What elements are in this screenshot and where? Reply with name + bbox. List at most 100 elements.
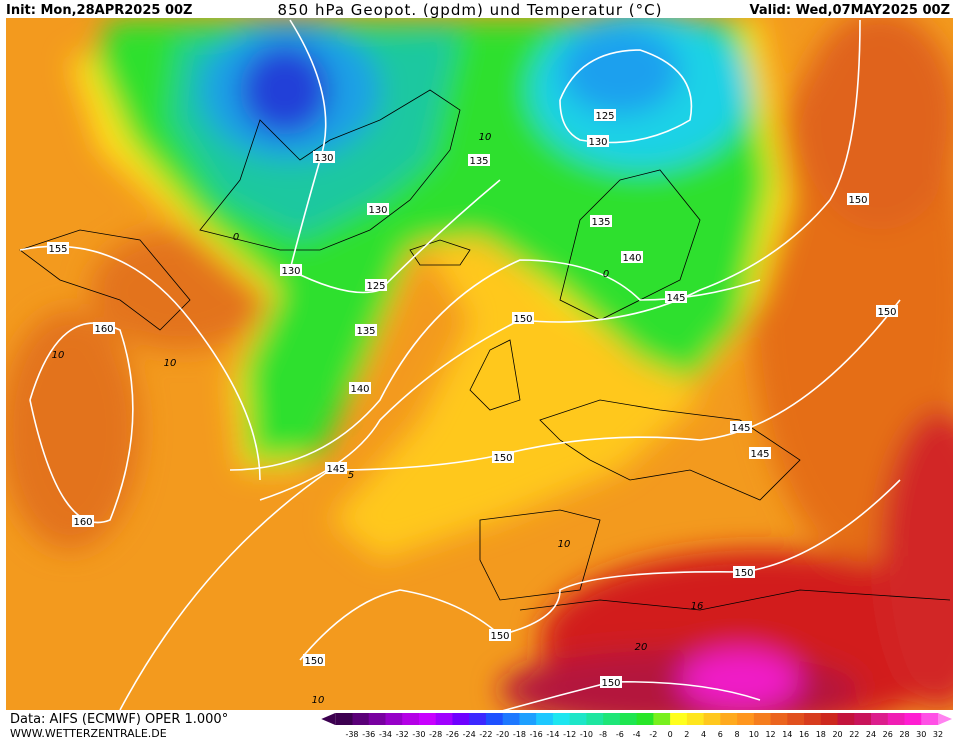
legend-label: 12 (765, 730, 775, 739)
map-labels: 1551601601301301301251351401451501501351… (47, 109, 898, 706)
legend-swatch (720, 713, 738, 725)
legend-swatch (686, 713, 705, 725)
isotherm-label: 16 (691, 601, 704, 612)
contour-label-box (733, 566, 755, 578)
legend-label: -30 (412, 730, 425, 739)
contour-label-box (468, 154, 490, 166)
legend-label: 28 (899, 730, 909, 739)
legend-label: 2 (684, 730, 689, 739)
legend-swatch (871, 713, 889, 725)
contour-label: 140 (350, 384, 369, 395)
legend-swatch (502, 713, 520, 725)
legend-label: -12 (563, 730, 576, 739)
legend-label: -6 (616, 730, 624, 739)
contour-label-box (365, 279, 387, 291)
contour-label-box (303, 654, 325, 666)
legend-swatch (619, 713, 638, 725)
contour-label: 135 (356, 326, 375, 337)
contour-label: 125 (366, 281, 385, 292)
contour-label-box (47, 242, 69, 254)
legend-label: 10 (749, 730, 759, 739)
legend-swatch (653, 713, 671, 725)
contour-label-box (590, 215, 612, 227)
contour-label: 145 (326, 464, 345, 475)
contour-label: 135 (469, 156, 488, 167)
legend-label: -38 (345, 730, 358, 739)
contour-label: 150 (734, 568, 753, 579)
legend-label: -4 (633, 730, 641, 739)
map-title: 850 hPa Geopot. (gpdm) und Temperatur (°… (278, 1, 663, 19)
legend-label: -14 (546, 730, 559, 739)
legend-label: -22 (479, 730, 492, 739)
legend-label: 24 (866, 730, 876, 739)
contour-label: 155 (48, 244, 67, 255)
legend-label: 14 (782, 730, 792, 739)
isotherm-label: 10 (164, 358, 177, 369)
legend-label: -32 (396, 730, 409, 739)
contour-label-box (367, 203, 389, 215)
legend-swatch (402, 713, 420, 725)
legend-swatch (586, 713, 604, 725)
contour-label: 160 (73, 517, 92, 528)
legend-label: 20 (832, 730, 842, 739)
legend-swatch (904, 713, 922, 725)
legend-swatch (670, 713, 688, 725)
legend-swatch (452, 713, 470, 725)
website: WWW.WETTERZENTRALE.DE (10, 727, 167, 740)
legend-swatch (737, 713, 755, 725)
contour-label: 150 (601, 678, 620, 689)
legend-label: -28 (429, 730, 442, 739)
contour-label: 150 (848, 195, 867, 206)
legend-swatch (335, 713, 353, 725)
contour-label-box (72, 515, 94, 527)
legend-swatch (820, 713, 839, 725)
contour-label: 150 (493, 453, 512, 464)
legend-swatch (368, 713, 386, 725)
contour-label-box (489, 629, 511, 641)
isotherm-label: 20 (635, 642, 648, 653)
contour-label-box (325, 462, 347, 474)
contour-label: 130 (281, 266, 300, 277)
legend-swatch (770, 713, 788, 725)
legend-swatch (804, 713, 822, 725)
legend-label: -16 (530, 730, 543, 739)
contour-label-box (313, 151, 335, 163)
contour-label-box (93, 322, 115, 334)
legend-arrow-high (938, 713, 952, 725)
legend-swatch (569, 713, 587, 725)
legend-swatch (536, 713, 554, 725)
contour-label-box (280, 264, 302, 276)
legend-swatch (887, 713, 906, 725)
contour-label-box (355, 324, 377, 336)
legend-label: 32 (933, 730, 943, 739)
contour-label: 135 (591, 217, 610, 228)
legend-label: -26 (446, 730, 459, 739)
legend-swatch (854, 713, 872, 725)
legend-label: 30 (916, 730, 926, 739)
isotherm-label: 10 (312, 695, 325, 706)
contour-label: 130 (368, 205, 387, 216)
contour-label-box (730, 421, 752, 433)
legend-label: -8 (599, 730, 607, 739)
temperature-field (6, 18, 953, 710)
legend-label: -34 (379, 730, 392, 739)
color-legend: -38 -36 -34 -32 -30 -28 -26 -24 -22 -20 -18 -16 -14-… (321, 713, 952, 739)
legend-label: 8 (735, 730, 740, 739)
legend-label: -20 (496, 730, 509, 739)
legend-label: 6 (718, 730, 723, 739)
coastlines (19, 89, 951, 611)
contour-label-box (512, 312, 534, 324)
legend-label: -36 (362, 730, 375, 739)
legend-swatch (787, 713, 805, 725)
contour-label: 150 (304, 656, 323, 667)
isotherm-label: 0 (233, 232, 239, 243)
init-time: Init: Mon,28APR2025 00Z (6, 3, 192, 18)
legend-label: 4 (701, 730, 706, 739)
contour-label: 145 (750, 449, 769, 460)
contour-label-box (594, 109, 616, 121)
legend-swatch (519, 713, 537, 725)
legend-swatch (703, 713, 721, 725)
legend-swatch (603, 713, 621, 725)
legend-label: 16 (799, 730, 809, 739)
